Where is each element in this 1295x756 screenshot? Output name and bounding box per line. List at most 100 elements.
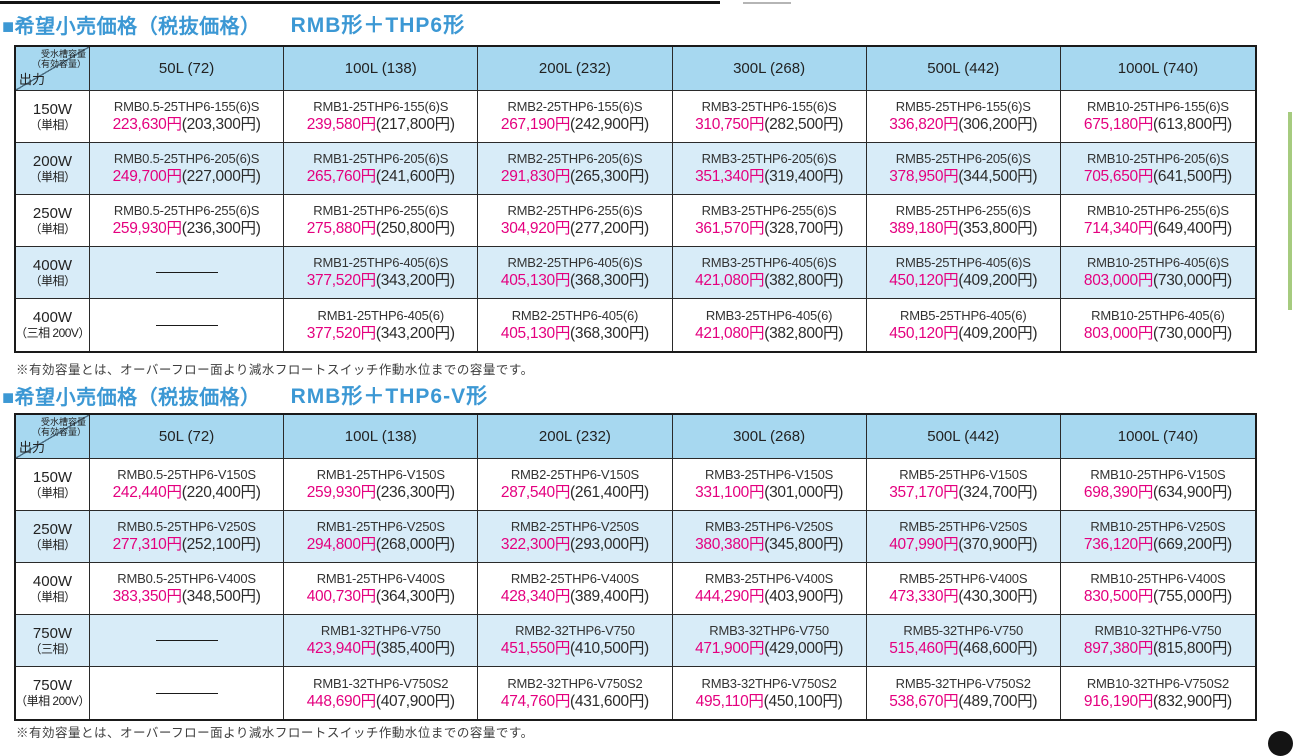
price-incl-tax: (236,300円) [181,220,261,237]
price-excl-tax: 897,380円 [1083,640,1154,657]
price-excl-tax: 698,390円 [1083,484,1154,501]
price-cell: RMB2-25THP6-405(6) 405,130円(368,300円) [478,299,673,351]
price-incl-tax: (345,800円) [764,536,844,553]
model-number: RMB5-25THP6-405(6) [900,307,1027,323]
price-line: 803,000円(730,000円) [1084,324,1232,343]
price-excl-tax: 377,520円 [306,272,376,289]
price-incl-tax: (293,000円) [570,536,649,553]
price-cell: RMB2-25THP6-405(6)S 405,130円(368,300円) [478,247,673,299]
price-incl-tax: (730,000円) [1153,272,1232,289]
model-number: RMB3-25THP6-V150S [705,467,834,482]
price-line: 405,130円(368,300円) [501,324,649,343]
price-excl-tax: 705,650円 [1083,168,1154,185]
price-cell: RMB2-25THP6-V150S 287,540円(261,400円) [478,459,673,511]
price-line: 515,460円(468,600円) [889,639,1037,658]
price-line: 451,550円(410,500円) [501,639,649,658]
row-watt: 400W [32,572,73,590]
price-excl-tax: 249,700円 [112,168,182,185]
model-number: RMB3-32THP6-V750S2 [701,675,837,691]
price-excl-tax: 223,630円 [112,116,182,133]
price-incl-tax: (203,300円) [181,116,261,133]
price-cell: RMB3-25THP6-V250S 380,380円(345,800円) [672,511,867,563]
price-cell: RMB3-25THP6-V400S 444,290円(403,900円) [672,563,867,615]
model-number: RMB10-25THP6-V250S [1090,519,1226,534]
model-number: RMB3-25THP6-255(6)S [701,203,837,218]
model-number: RMB5-32THP6-V750S2 [895,675,1031,691]
price-incl-tax: (649,400円) [1153,220,1232,237]
price-cell: RMB5-32THP6-V750 515,460円(468,600円) [866,615,1061,667]
model-number: RMB1-25THP6-V150S [316,467,445,482]
price-incl-tax: (343,200円) [375,272,455,289]
price-excl-tax: 450,120円 [889,272,959,289]
price-excl-tax: 275,880円 [306,220,376,237]
corner-capacity-line2: （有効容量） [31,59,86,69]
model-number: RMB2-25THP6-405(6)S [507,255,643,270]
row-label: 750W （三相） [16,615,90,667]
price-line: 495,110円(450,100円) [696,692,843,711]
price-incl-tax: (220,400円) [181,484,261,501]
price-cell: RMB3-25THP6-V150S 331,100円(301,000円) [672,459,867,511]
model-number: RMB1-25THP6-255(6)S [313,203,449,218]
model-number: RMB10-25THP6-405(6) [1091,307,1225,323]
price-cell: RMB1-25THP6-405(6)S 377,520円(343,200円) [284,247,479,299]
price-line: 239,580円(217,800円) [307,115,455,134]
model-number: RMB2-32THP6-V750S2 [507,675,643,691]
price-cell: RMB10-32THP6-V750 897,380円(815,800円) [1060,615,1255,667]
price-line: 444,290円(403,900円) [695,587,843,606]
price-incl-tax: (489,700円) [958,692,1038,710]
price-incl-tax: (242,900円) [570,116,649,133]
dash-placeholder [155,692,218,694]
price-excl-tax: 474,760円 [500,692,571,710]
corner-capacity-line2: （有効容量） [31,427,86,437]
row-watt: 750W [32,677,73,694]
column-header: 200L (232) [478,415,673,459]
price-incl-tax: (669,200円) [1153,536,1232,553]
price-incl-tax: (217,800円) [375,116,455,133]
price-line: 705,650円(641,500円) [1084,167,1232,186]
price-line: 259,930円(236,300円) [307,483,455,502]
price-line: 277,310円(252,100円) [113,535,261,554]
model-number: RMB2-25THP6-V150S [510,467,639,482]
price-incl-tax: (634,900円) [1153,484,1232,501]
price-cell: RMB1-32THP6-V750S2 448,690円(407,900円) [284,667,479,719]
price-line: 357,170円(324,700円) [889,483,1037,502]
price-excl-tax: 380,380円 [695,536,765,553]
price-excl-tax: 444,290円 [695,588,765,605]
price-cell: RMB0.5-25THP6-155(6)S 223,630円(203,300円) [90,91,285,143]
price-cell: RMB0.5-25THP6-V150S 242,440円(220,400円) [90,459,285,511]
price-cell: RMB1-25THP6-255(6)S 275,880円(250,800円) [284,195,479,247]
model-number: RMB1-25THP6-405(6) [317,307,445,323]
price-line: 331,100円(301,000円) [695,483,843,502]
model-number: RMB5-25THP6-205(6)S [895,151,1031,166]
price-excl-tax: 265,760円 [306,168,376,185]
price-incl-tax: (430,300円) [958,588,1038,605]
column-header: 200L (232) [478,47,673,91]
table-corner-cell: 受水槽容量 （有効容量） 出力 [16,47,90,91]
price-line: 423,940円(385,400円) [307,639,455,658]
model-number: RMB5-25THP6-V250S [899,519,1028,534]
model-number: RMB0.5-25THP6-205(6)S [113,151,260,166]
price-excl-tax: 421,080円 [695,272,765,289]
price-excl-tax: 259,930円 [112,220,182,237]
price-line: 336,820円(306,200円) [889,115,1037,134]
corner-capacity-label: 受水槽容量 （有効容量） [19,417,86,437]
column-header: 1000L (740) [1060,415,1255,459]
price-cell: RMB10-25THP6-255(6)S 714,340円(649,400円) [1060,195,1255,247]
price-cell: RMB10-32THP6-V750S2 916,190円(832,900円) [1061,667,1255,719]
row-label: 250W （単相） [16,511,90,563]
price-line: 380,380円(345,800円) [695,535,843,554]
price-cell: RMB3-25THP6-405(6)S 421,080円(382,800円) [672,247,867,299]
price-incl-tax: (382,800円) [764,272,844,289]
price-incl-tax: (382,800円) [764,324,844,342]
price-cell: RMB5-25THP6-405(6)S 450,120円(409,200円) [866,247,1061,299]
price-incl-tax: (227,000円) [181,168,261,185]
price-line: 736,120円(669,200円) [1084,535,1232,554]
price-line: 389,180円(353,800円) [889,219,1037,238]
price-cell: RMB0.5-25THP6-205(6)S 249,700円(227,000円) [90,143,285,195]
price-incl-tax: (306,200円) [958,116,1038,133]
price-cell: RMB1-32THP6-V750 423,940円(385,400円) [284,615,479,667]
price-excl-tax: 377,520円 [306,324,376,342]
model-number: RMB3-25THP6-155(6)S [701,99,837,114]
model-number: RMB2-25THP6-205(6)S [507,151,643,166]
table1-title-label: ■希望小売価格（税抜価格） [2,15,261,38]
